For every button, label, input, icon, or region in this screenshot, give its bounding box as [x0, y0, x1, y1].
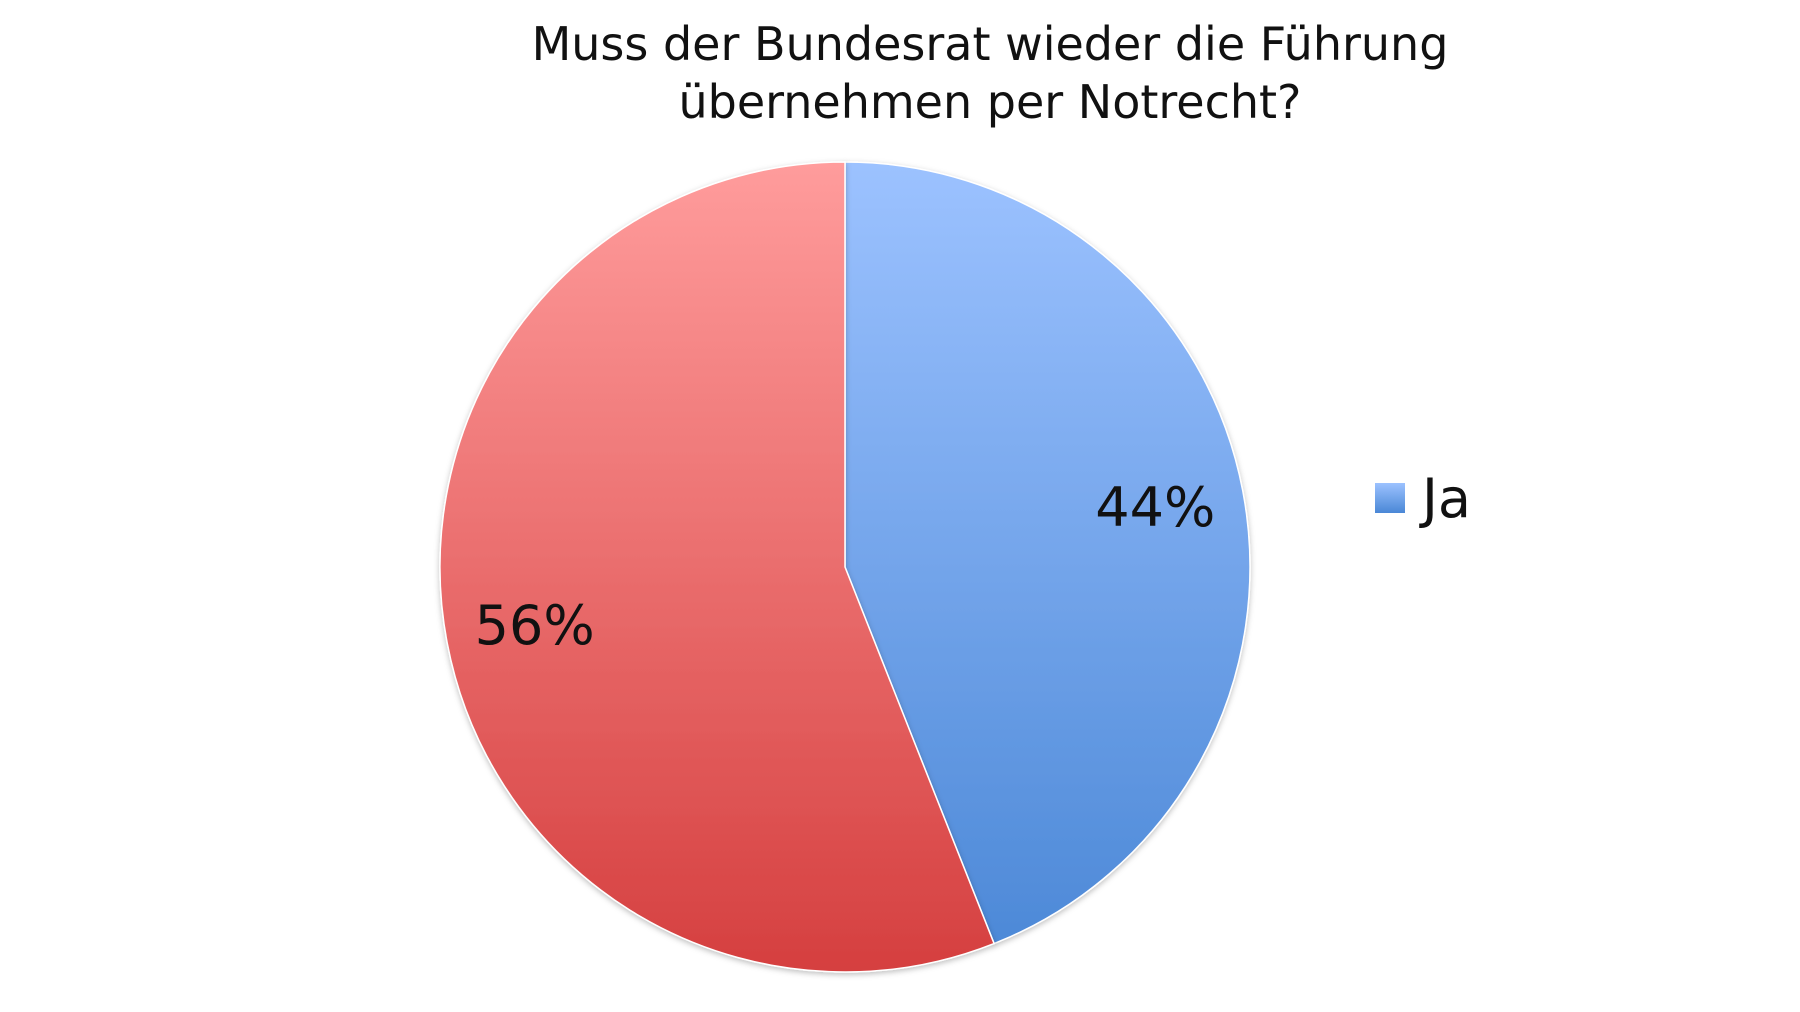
pie-slice-label-1: 56%	[475, 594, 595, 657]
chart-legend: Ja	[1375, 467, 1471, 530]
pie-slice-ja	[844, 161, 1251, 945]
pie-slice-other-1	[439, 161, 996, 973]
pie-slices	[439, 161, 1251, 973]
legend-swatch-ja	[1375, 483, 1405, 513]
pie-slice-labels: 44% 56%	[475, 476, 1216, 657]
legend-label-ja: Ja	[1419, 467, 1471, 530]
pie-slice-label-0: 44%	[1095, 476, 1215, 539]
chart-title-line-1: Muss der Bundesrat wieder die Führung	[532, 17, 1449, 71]
chart-title-line-2: übernehmen per Notrecht?	[679, 75, 1302, 129]
